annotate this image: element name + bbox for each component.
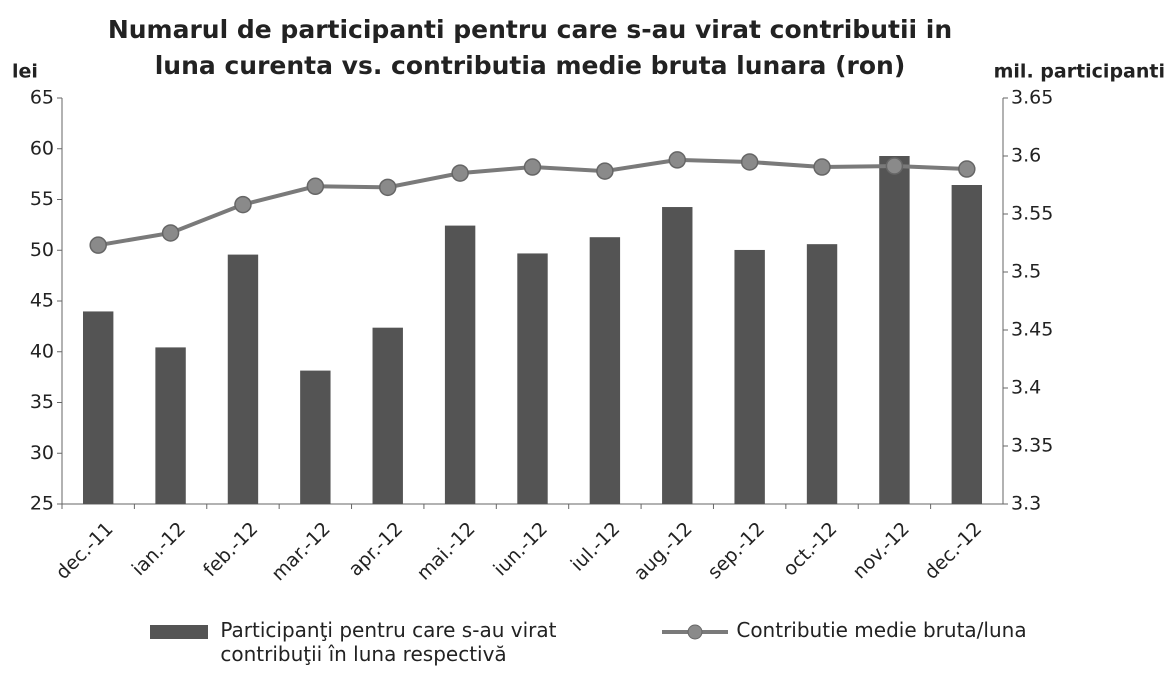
y2-tick-label: 3.55 [1011,203,1053,225]
bar [734,249,765,504]
marker [596,162,614,180]
y-tick-label: 65 [30,87,54,109]
legend-label: Contributie medie bruta/luna [736,618,1027,642]
bar [806,244,838,504]
legend-bar: Participanţi pentru care s-au virat cont… [150,618,560,666]
bar [155,347,186,504]
marker [740,153,759,171]
legend-swatch [150,624,208,639]
marker [885,157,904,175]
y2-axis-label: mil. participanti [994,61,1165,83]
x-tick-label: sep.-12 [704,518,770,584]
bar [879,156,910,504]
marker [958,160,976,178]
x-tick-label: oct.-12 [779,518,842,581]
y2-tick-label: 3.3 [1011,493,1041,515]
marker [234,195,252,214]
y-tick-label: 25 [30,493,54,515]
y-tick-label: 40 [30,340,54,362]
bar [227,254,259,504]
bar [372,327,403,504]
y-tick-label: 45 [30,290,54,312]
y-tick-label: 60 [30,137,54,159]
legend-label: Participanţi pentru care s-au virat cont… [220,618,557,666]
y2-tick-label: 3.45 [1011,319,1053,341]
x-tick-label: apr.-12 [344,518,407,581]
x-tick-label: mar.-12 [267,518,334,585]
x-tick-label: iul.-12 [567,518,625,576]
marker [668,151,687,169]
y-axis-label: lei [12,61,38,83]
marker [523,158,542,176]
y-tick-label: 30 [30,442,54,464]
marker [306,177,325,196]
x-tick-label: aug.-12 [630,518,697,585]
y2-tick-label: 3.65 [1011,87,1053,109]
bar [300,370,331,504]
bar [951,185,983,504]
y-tick-label: 55 [30,188,54,210]
marker [378,178,397,197]
legend-swatch [662,624,728,639]
y2-tick-label: 3.5 [1011,261,1041,283]
x-tick-label: iun.-12 [489,518,552,581]
bar [444,225,476,504]
x-tick-label: ian.-12 [128,518,190,580]
bar [662,207,693,505]
marker [161,224,180,242]
marker [451,164,469,182]
y2-tick-label: 3.6 [1011,145,1041,167]
y-tick-label: 35 [30,391,54,413]
marker [89,236,107,254]
legend-line: Contributie medie bruta/luna [660,618,1027,642]
bar [517,253,548,504]
x-tick-label: dec.-11 [52,518,118,584]
x-tick-label: feb.-12 [199,518,262,581]
marker [813,158,831,176]
bar [589,237,621,504]
x-tick-label: mai.-12 [413,518,480,585]
x-tick-label: nov.-12 [848,518,913,583]
chart-title: Numarul de participanti pentru care s-au… [107,15,953,80]
y2-tick-label: 3.35 [1011,435,1053,457]
x-tick-label: dec.-12 [920,518,986,584]
y2-tick-label: 3.4 [1011,377,1041,399]
bar [82,311,114,504]
y-tick-label: 50 [30,239,54,261]
